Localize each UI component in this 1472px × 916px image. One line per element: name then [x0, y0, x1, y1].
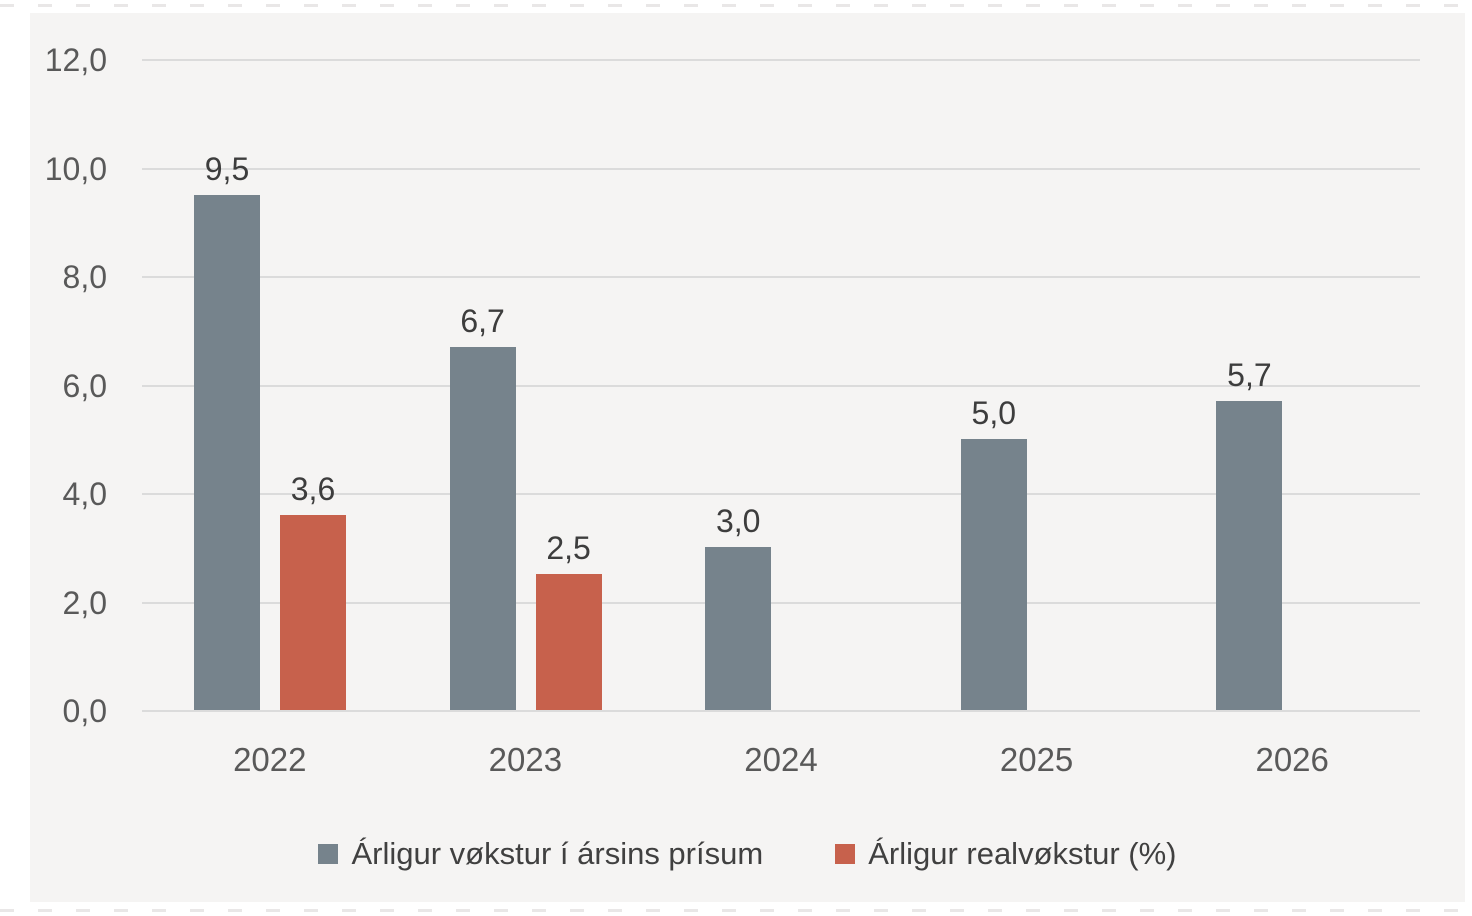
- x-tick-label-2025: 2025: [999, 741, 1074, 778]
- gridline-8,0: [142, 276, 1420, 278]
- x-tick-label-2022: 2022: [233, 741, 307, 778]
- bar-series1-2024: [705, 547, 772, 710]
- bar-series1-2023: [449, 346, 516, 710]
- legend-label: Árligur realvøkstur (%): [868, 836, 1177, 871]
- placeholder-dashed-border-top: [0, 4, 1472, 7]
- bar-series2-2022: [280, 514, 346, 710]
- data-label-series1-2023: 6,7: [460, 302, 505, 339]
- data-label-series2-2023: 2,5: [546, 530, 591, 567]
- y-tick-label-0,0: 0,0: [62, 693, 107, 729]
- bar-chart-panel[interactable]: 0,0 2,0 4,0 6,0 8,0 10,0 12,0 9,5 3,6 6,7 2,5 3,0 5…: [30, 13, 1465, 902]
- bar-series1-2025: [960, 438, 1027, 710]
- data-label-series2-2022: 3,6: [290, 470, 336, 507]
- gridline-0,0: [142, 710, 1420, 712]
- data-label-series1-2022: 9,5: [204, 150, 250, 187]
- legend-item-series2: Árligur realvøkstur (%): [835, 836, 1177, 872]
- y-tick-label-8,0: 8,0: [62, 259, 107, 295]
- data-label-series1-2024: 3,0: [715, 503, 761, 540]
- gridline-10,0: [142, 167, 1420, 170]
- bar-series1-2026: [1216, 400, 1283, 710]
- x-tick-label-2023: 2023: [488, 741, 563, 778]
- bar-series2-2023: [535, 574, 602, 710]
- placeholder-dashed-border-bottom: [0, 909, 1472, 912]
- y-tick-label-6,0: 6,0: [62, 367, 107, 404]
- gridline-12,0: [142, 59, 1420, 61]
- x-tick-label-2026: 2026: [1255, 741, 1329, 778]
- gridline-2,0: [142, 601, 1420, 604]
- y-tick-label-2,0: 2,0: [62, 584, 107, 621]
- y-tick-label-10,0: 10,0: [44, 150, 107, 187]
- bar-series1-2022: [194, 194, 260, 710]
- legend-label: Árligur vøkstur í ársins prísum: [351, 836, 764, 871]
- data-label-series1-2025: 5,0: [971, 394, 1017, 431]
- data-label-series1-2026: 5,7: [1227, 356, 1272, 393]
- legend-item-series1: Árligur vøkstur í ársins prísum: [318, 836, 763, 872]
- y-tick-label-12,0: 12,0: [44, 42, 107, 78]
- x-tick-label-2024: 2024: [744, 741, 818, 778]
- legend-swatch-icon: [318, 844, 339, 864]
- gridline-6,0: [142, 384, 1420, 387]
- y-tick-label-4,0: 4,0: [62, 476, 107, 512]
- legend-swatch-icon: [835, 844, 856, 864]
- gridline-4,0: [142, 493, 1420, 495]
- chart-legend: Árligur vøkstur í ársins prísum Árligur r…: [30, 831, 1465, 877]
